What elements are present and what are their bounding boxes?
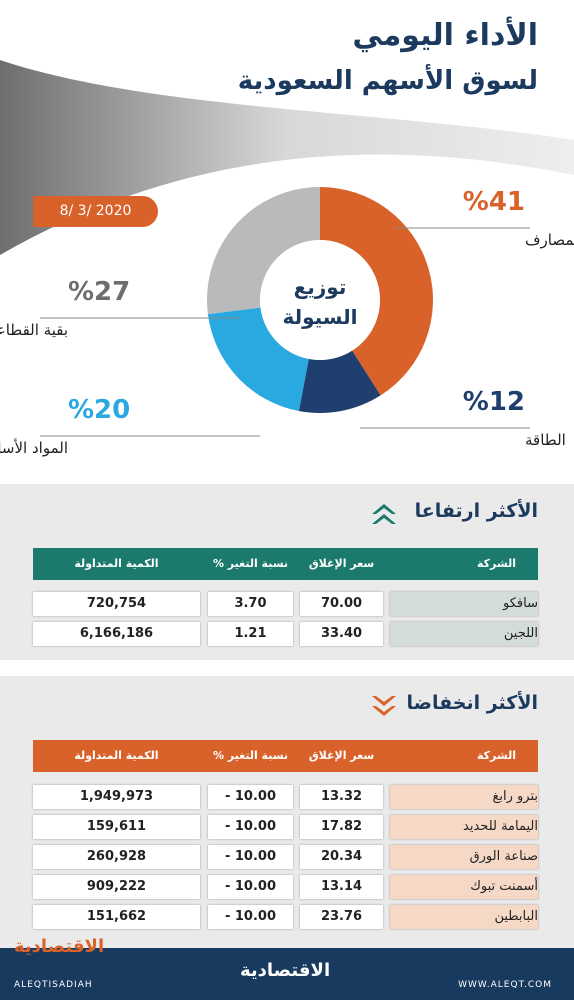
section-title: الأكثر انخفاضا (406, 692, 538, 714)
footer-website: WWW.ALEQT.COM (458, 980, 552, 990)
value-cell: 1,949,973 (33, 785, 200, 809)
value-cell: - 10.00 (208, 845, 293, 869)
trend-arrow (370, 502, 398, 526)
watermark-logo: الاقتصادية (14, 936, 105, 957)
footer-logo: الاقتصادية (240, 960, 331, 981)
value-cell: - 10.00 (208, 785, 293, 809)
company-cell: اللجين (390, 622, 538, 646)
arrow-icon (372, 504, 396, 524)
donut-hole (260, 240, 380, 360)
losers-panel (0, 676, 574, 948)
company-cell: سافكو (390, 592, 538, 616)
column-header: الشركة (476, 749, 516, 762)
company-cell: صناعة الورق (390, 845, 538, 869)
value-cell: 33.40 (300, 622, 383, 646)
category-label: بقية القطاعات (0, 321, 68, 339)
value-cell: - 10.00 (208, 815, 293, 839)
column-header: نسبة التغير % (212, 557, 289, 570)
donut-segment (207, 307, 309, 411)
value-cell: 159,611 (33, 815, 200, 839)
table-header (33, 740, 538, 772)
donut-segment (320, 187, 434, 396)
subtitle: لسوق الأسهم السعودية (237, 66, 538, 96)
column-header: نسبة التغير % (212, 749, 289, 762)
footer-handle: ALEQTISADIAH (14, 980, 93, 990)
value-label: %20 (68, 395, 130, 425)
column-header: الشركة (476, 557, 516, 570)
column-header: الكمية المتداولة (74, 557, 159, 570)
value-cell: 23.76 (300, 905, 383, 929)
company-cell: أسمنت تبوك (390, 875, 538, 899)
company-cell: بترو رابغ (390, 785, 538, 809)
footer (0, 948, 574, 1000)
value-label: %27 (68, 277, 130, 307)
donut-segment (207, 187, 320, 315)
value-label: %41 (463, 187, 525, 217)
value-cell: 720,754 (33, 592, 200, 616)
swoosh (0, 60, 574, 255)
category-label: المصارف (525, 231, 574, 249)
title: الأداء اليومي (352, 18, 538, 53)
value-cell: 13.32 (300, 785, 383, 809)
company-cell: البابطين (390, 905, 538, 929)
trend-arrow (370, 694, 398, 718)
value-cell: 260,928 (33, 845, 200, 869)
arrow-icon (372, 696, 396, 716)
value-cell: 20.34 (300, 845, 383, 869)
value-cell: 70.00 (300, 592, 383, 616)
value-cell: - 10.00 (208, 905, 293, 929)
value-cell: 151,662 (33, 905, 200, 929)
center-label: توزيع (294, 275, 347, 299)
column-header: سعر الإغلاق (308, 749, 375, 762)
section-title: الأكثر ارتفاعا (414, 500, 538, 522)
value-cell: 17.82 (300, 815, 383, 839)
value-cell: 909,222 (33, 875, 200, 899)
column-header: سعر الإغلاق (308, 557, 375, 570)
value-cell: 13.14 (300, 875, 383, 899)
table-header (33, 548, 538, 580)
date-badge: 8/ 3/ 2020 (33, 196, 158, 227)
category-label: المواد الأساسية (0, 438, 68, 457)
donut-segment (298, 350, 381, 413)
center-label: السيولة (282, 305, 357, 329)
category-label: الطاقة (525, 431, 566, 449)
value-cell: - 10.00 (208, 875, 293, 899)
column-header: الكمية المتداولة (74, 749, 159, 762)
company-cell: اليمامة للحديد (390, 815, 538, 839)
value-cell: 6,166,186 (33, 622, 200, 646)
value-cell: 3.70 (208, 592, 293, 616)
value-cell: 1.21 (208, 622, 293, 646)
value-label: %12 (463, 387, 525, 417)
